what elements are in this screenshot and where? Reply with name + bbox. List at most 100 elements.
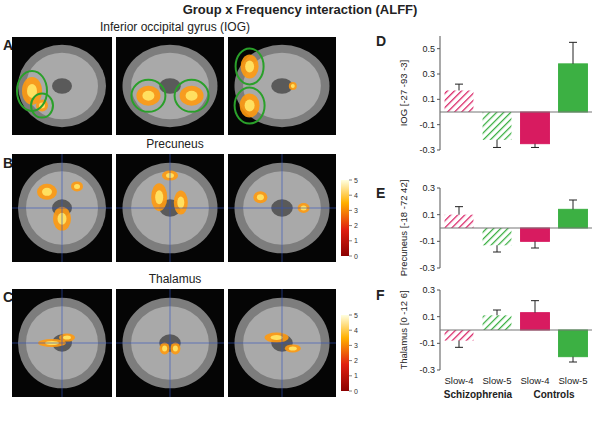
y-tick [437,268,440,269]
error-stem [535,144,536,148]
y-tick [437,48,440,49]
error-bar [531,241,539,248]
roi-circle [131,80,165,112]
panel-label: C [3,289,13,305]
activation-blob [71,181,83,191]
colorbar-tick [349,256,352,257]
activation-core [42,188,52,196]
bar [559,64,588,112]
bar [445,90,474,112]
error-cap [569,200,577,201]
bar-chart: FThalamus [0 -12 6]-0.3-0.10.10.3Slow-4S… [376,285,592,400]
image-background [12,154,112,262]
panel-title: Inferior occipital gyrus (IOG) [100,20,250,34]
activation-blob [151,183,167,211]
plot-area [445,42,588,147]
error-bar [455,207,463,215]
colorbar-tick [349,180,352,181]
y-tick [437,290,440,291]
plot-area [445,301,588,362]
image-background [12,37,112,135]
error-cap [569,362,577,363]
brain-image [12,289,112,397]
y-axis [440,36,441,150]
y-tick-label: 0.1 [422,94,435,104]
error-bar [493,310,501,315]
error-bar [569,42,577,64]
activation-core [257,194,264,200]
activation-core [63,336,71,340]
activation-blob [265,333,289,343]
error-bar [531,144,539,148]
crosshair [62,289,63,397]
y-tick [437,370,440,371]
activation-core [177,197,184,209]
colorbar-tick [349,210,352,211]
y-tick-label: 0.5 [422,44,435,54]
colorbar-tick-label: 4 [354,327,358,334]
error-bar [569,357,577,362]
zero-line [440,111,592,112]
bar [521,112,550,144]
roi-circle [236,48,264,84]
error-bar [455,341,463,348]
error-stem [497,245,498,252]
bar [521,228,550,241]
bar [483,315,512,330]
panel-label: D [376,33,386,49]
activation-core [271,335,283,340]
bar [445,215,474,228]
y-tick [437,343,440,344]
y-tick [437,124,440,125]
colorbar-tick-label: 0 [354,253,358,260]
brain-image [12,154,112,262]
colorbar [341,315,349,391]
y-tick-label: 0.3 [422,183,435,193]
image-background [116,154,224,262]
panel-title: Thalamus [149,272,202,286]
x-tick-label: Slow-5 [482,375,511,386]
error-stem [497,310,498,315]
colorbar-tick [349,360,352,361]
error-bar [493,245,501,252]
image-background [228,37,336,135]
figure-title: Group x Frequency interaction (ALFF) [183,2,418,17]
y-tick [437,214,440,215]
error-cap [455,84,463,85]
error-stem [535,241,536,248]
colorbar-tick [349,225,352,226]
group-label: Controls [533,389,575,400]
colorbar-tick-label: 4 [354,192,358,199]
y-tick [437,188,440,189]
y-tick-label: -0.1 [419,120,435,130]
colorbar [341,180,349,256]
error-bar [455,84,463,90]
colorbar-tick-label: 0 [354,388,358,395]
y-tick [437,241,440,242]
crosshair [282,154,283,262]
y-tick-label: 0.3 [422,285,435,295]
image-background [228,289,336,397]
y-tick [437,316,440,317]
brain-image [228,154,336,262]
bar [445,330,474,341]
y-tick-label: -0.1 [419,236,435,246]
brain-tissue [131,53,209,120]
y-tick [437,150,440,151]
colorbar-tick-label: 3 [354,342,358,349]
image-background [116,37,224,135]
zero-line [440,227,592,228]
error-bar [531,301,539,313]
error-cap [493,310,501,311]
colorbar-tick-label: 2 [354,357,358,364]
bar [483,112,512,140]
colorbar-tick [349,195,352,196]
activation-blob [170,342,180,354]
y-tick-label: 0.1 [422,312,435,322]
crosshair [62,154,63,262]
brain-outline [122,45,217,127]
brain-image [116,37,224,135]
error-cap [493,147,501,148]
brain-image [228,37,336,135]
y-axis-label: Precuneus [-18 -72 42] [398,180,409,277]
